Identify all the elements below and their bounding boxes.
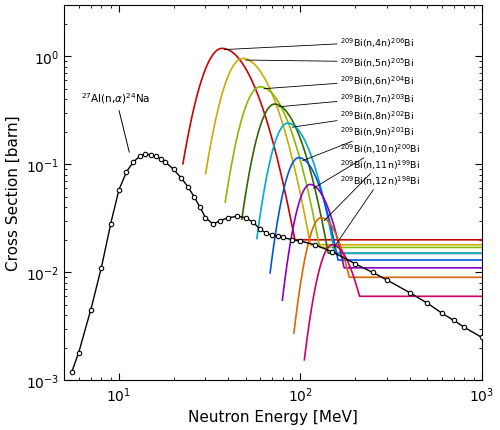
Text: $^{209}$Bi(n,6n)$^{204}$Bi: $^{209}$Bi(n,6n)$^{204}$Bi [264, 74, 414, 89]
Text: $^{209}$Bi(n,12n)$^{198}$Bi: $^{209}$Bi(n,12n)$^{198}$Bi [334, 174, 420, 248]
Text: $^{209}$Bi(n,10n)$^{200}$Bi: $^{209}$Bi(n,10n)$^{200}$Bi [314, 142, 420, 189]
Y-axis label: Cross Section [barn]: Cross Section [barn] [6, 115, 20, 270]
Text: $^{209}$Bi(n,4n)$^{206}$Bi: $^{209}$Bi(n,4n)$^{206}$Bi [224, 36, 414, 50]
Text: $^{209}$Bi(n,9n)$^{201}$Bi: $^{209}$Bi(n,9n)$^{201}$Bi [302, 126, 414, 161]
Text: $^{209}$Bi(n,7n)$^{203}$Bi: $^{209}$Bi(n,7n)$^{203}$Bi [279, 92, 414, 108]
Text: $^{209}$Bi(n,11n)$^{199}$Bi: $^{209}$Bi(n,11n)$^{199}$Bi [324, 158, 420, 221]
Text: $^{209}$Bi(n,5n)$^{205}$Bi: $^{209}$Bi(n,5n)$^{205}$Bi [246, 56, 414, 69]
Text: $^{27}$Al(n,$\alpha$)$^{24}$Na: $^{27}$Al(n,$\alpha$)$^{24}$Na [81, 91, 150, 153]
X-axis label: Neutron Energy [MeV]: Neutron Energy [MeV] [188, 409, 358, 424]
Text: $^{209}$Bi(n,8n)$^{202}$Bi: $^{209}$Bi(n,8n)$^{202}$Bi [292, 109, 414, 128]
